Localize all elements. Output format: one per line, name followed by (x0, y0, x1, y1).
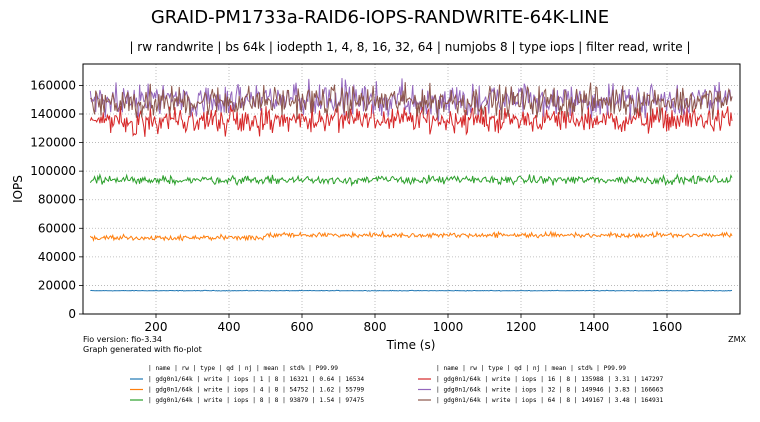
y-tick-label: 0 (68, 307, 76, 321)
x-tick-label: 1600 (652, 320, 683, 334)
x-tick-label: 1000 (433, 320, 464, 334)
x-tick-label: 600 (291, 320, 314, 334)
plot-frame (82, 63, 741, 315)
y-tick-label: 140000 (30, 107, 76, 121)
legend-entry: | gdg0n1/64k | write | iops | 8 | 8 | 93… (148, 397, 364, 404)
legend-header: | name | rw | type | qd | nj | mean | st… (148, 365, 338, 372)
chart-title: GRAID-PM1733a-RAID6-IOPS-RANDWRITE-64K-L… (151, 7, 609, 28)
y-tick-label: 20000 (38, 278, 76, 292)
legend-header: | name | rw | type | qd | nj | mean | st… (436, 365, 626, 372)
y-tick-label: 40000 (38, 250, 76, 264)
generator-note: Graph generated with fio-plot (83, 345, 202, 354)
x-tick-label: 1200 (506, 320, 537, 334)
series-line (89, 103, 733, 137)
x-axis-ticks: 200 400 600 800 1000 1200 1400 1600 (145, 314, 683, 334)
series-line (89, 229, 733, 243)
y-tick-label: 120000 (30, 136, 76, 150)
fio-version-note: Fio version: fio-3.34 (83, 335, 162, 344)
legend-entry: | gdg0n1/64k | write | iops | 64 | 8 | 1… (436, 397, 664, 404)
legend: | name | rw | type | qd | nj | mean | st… (130, 365, 664, 404)
y-tick-label: 160000 (30, 78, 76, 92)
y-axis-ticks: 0 20000 40000 60000 80000 100000 120000 140000 1… (30, 78, 83, 321)
x-tick-label: 400 (218, 320, 241, 334)
series-line (90, 289, 733, 292)
legend-entry: | gdg0n1/64k | write | iops | 4 | 8 | 54… (148, 387, 364, 394)
y-tick-label: 100000 (30, 164, 76, 178)
legend-entry: | gdg0n1/64k | write | iops | 1 | 8 | 16… (148, 376, 364, 383)
y-tick-label: 60000 (38, 221, 76, 235)
x-tick-label: 1400 (579, 320, 610, 334)
x-axis-label: Time (s) (386, 338, 436, 352)
author-tag: ZMX (728, 335, 746, 344)
series-line (89, 172, 733, 187)
series-line (90, 82, 733, 120)
series-layer (89, 77, 733, 292)
y-axis-label: IOPS (11, 175, 25, 203)
x-tick-label: 200 (145, 320, 168, 334)
legend-entry: | gdg0n1/64k | write | iops | 32 | 8 | 1… (436, 387, 664, 394)
y-tick-label: 80000 (38, 193, 76, 207)
x-tick-label: 800 (364, 320, 387, 334)
chart-subtitle: | rw randwrite | bs 64k | iodepth 1, 4, … (129, 40, 690, 54)
legend-entry: | gdg0n1/64k | write | iops | 16 | 8 | 1… (436, 376, 664, 383)
